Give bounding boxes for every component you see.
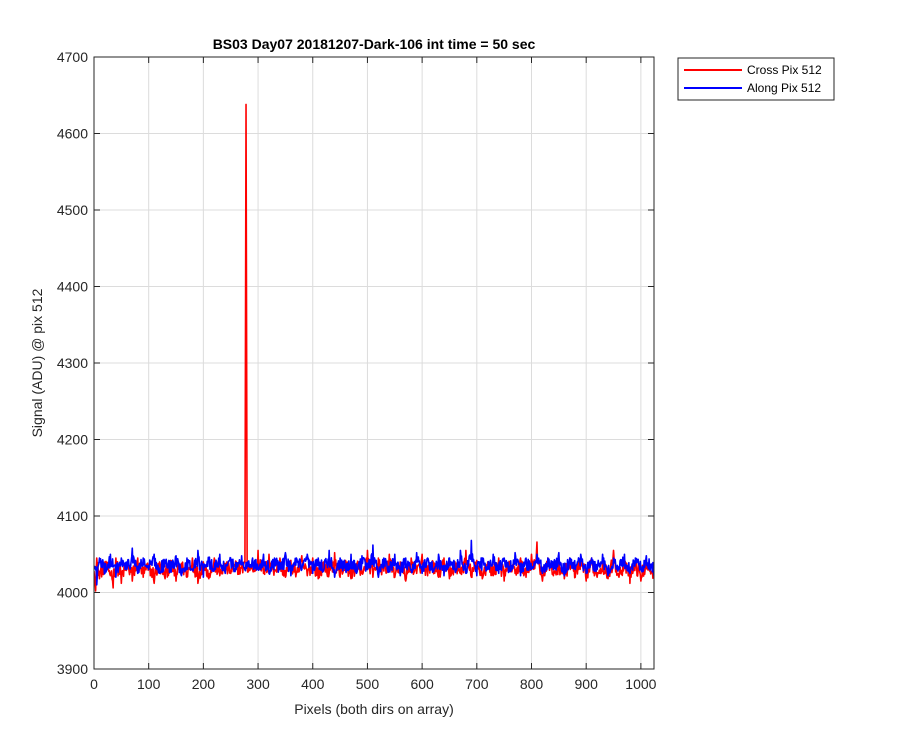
- y-axis-label: Signal (ADU) @ pix 512: [29, 288, 45, 437]
- x-tick-label: 600: [410, 676, 434, 692]
- series-layer: [94, 103, 654, 592]
- x-tick-label: 100: [137, 676, 161, 692]
- legend-label-along: Along Pix 512: [747, 81, 821, 95]
- y-tick-label: 4600: [57, 126, 88, 142]
- series-line-along-pix-512: [94, 539, 654, 586]
- x-tick-label: 700: [465, 676, 489, 692]
- x-tick-label: 500: [356, 676, 380, 692]
- y-tick-label: 4700: [57, 49, 88, 65]
- x-tick-label: 300: [246, 676, 270, 692]
- x-tick-label: 900: [575, 676, 599, 692]
- legend-box: [677, 57, 835, 101]
- x-axis-label: Pixels (both dirs on array): [294, 701, 454, 717]
- x-tick-label: 800: [520, 676, 544, 692]
- x-tick-label: 400: [301, 676, 325, 692]
- x-tick-label: 0: [90, 676, 98, 692]
- y-tick-label: 4200: [57, 432, 88, 448]
- chart-title: BS03 Day07 20181207-Dark-106 int time = …: [213, 36, 536, 52]
- legend: Cross Pix 512 Along Pix 512: [677, 57, 835, 101]
- x-tick-labels: 0 100 200 300 400 500 600 700 800 900 1000: [90, 676, 657, 692]
- x-tick-label: 200: [192, 676, 216, 692]
- y-tick-label: 3900: [57, 661, 88, 677]
- y-tick-label: 4400: [57, 279, 88, 295]
- y-tick-labels: 3900 4000 4100 4200 4300 4400 4500 4600 4700: [57, 49, 88, 677]
- ticks: [93, 56, 654, 670]
- y-tick-label: 4300: [57, 355, 88, 371]
- y-tick-label: 4100: [57, 508, 88, 524]
- y-tick-label: 4500: [57, 202, 88, 218]
- y-tick-label: 4000: [57, 585, 88, 601]
- x-tick-label: 1000: [625, 676, 656, 692]
- legend-label-cross: Cross Pix 512: [747, 63, 822, 77]
